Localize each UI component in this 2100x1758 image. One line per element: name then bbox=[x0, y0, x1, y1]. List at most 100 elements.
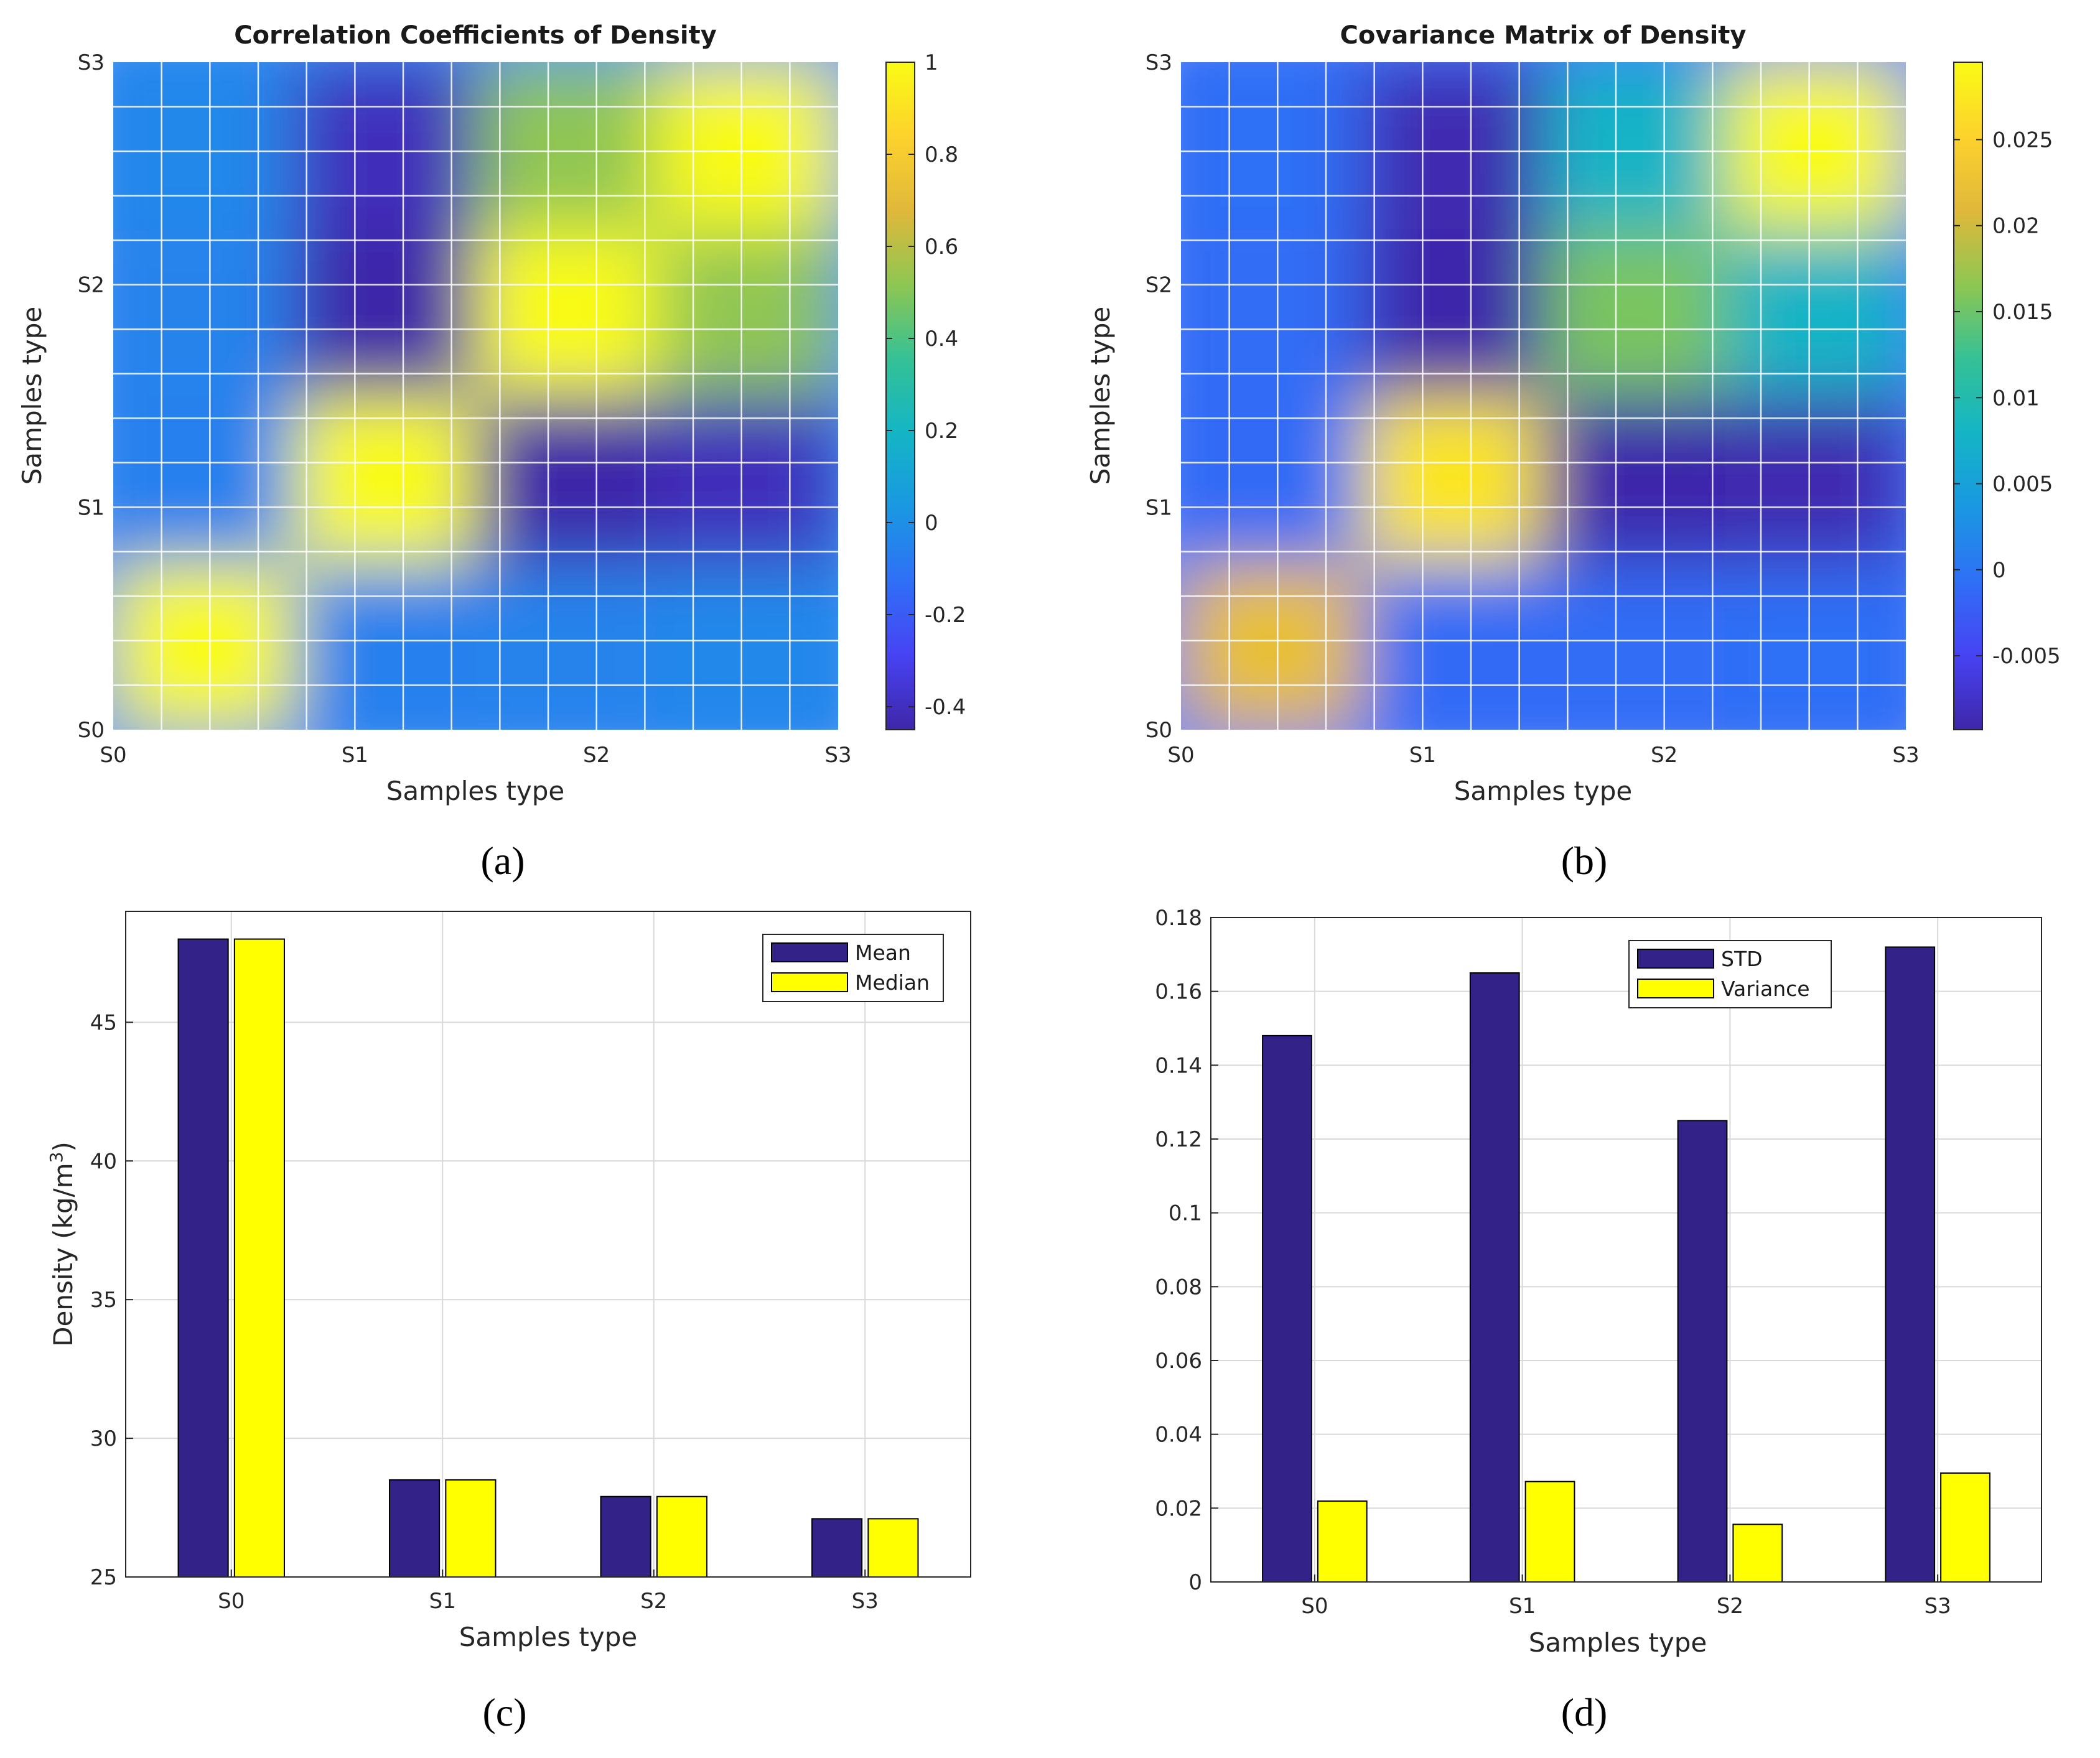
heatmap-cell-3-1 bbox=[1362, 62, 1544, 230]
colorbar-tick-label: -0.005 bbox=[1992, 644, 2061, 669]
heatmap-b-field bbox=[1181, 62, 1906, 730]
bar-d-axes-box bbox=[1210, 917, 2042, 1583]
bar-x-tick-label: S3 bbox=[852, 1589, 879, 1614]
heatmap-x-tick-label: S1 bbox=[1409, 743, 1436, 768]
bar-median-s0 bbox=[233, 938, 285, 1578]
heatmap-a-ticks: S0 S1 S2 S3 S0 S1 S2 S3 bbox=[78, 50, 852, 768]
bar-c-ticks: 25 30 35 40 45 S0 S1 S2 S3 bbox=[90, 1010, 879, 1614]
colorbar-tick-label: -0.4 bbox=[925, 695, 966, 720]
heatmap-b-xlabel: Samples type bbox=[1454, 776, 1633, 806]
bar-mean-s3 bbox=[811, 1518, 863, 1578]
bar-c-ylabel: Density (kg/m3) bbox=[46, 1142, 78, 1347]
bar-variance-s0 bbox=[1317, 1500, 1368, 1583]
bar-median-s1 bbox=[445, 1479, 497, 1578]
colorbar-b bbox=[1953, 62, 1983, 730]
colorbar-tick-label: 0.02 bbox=[1992, 214, 2040, 239]
heatmap-cell-2-3 bbox=[1724, 229, 1906, 397]
heatmap-cell-2-0 bbox=[1181, 229, 1363, 397]
heatmap-cell-0-3 bbox=[656, 562, 838, 730]
bar-c-ylabel-end: ) bbox=[48, 1142, 78, 1151]
panel-c-mean-median: 25 30 35 40 45 S0 S1 S2 S3 Samples type Density … bbox=[46, 911, 971, 1734]
bar-std-s2 bbox=[1677, 1120, 1728, 1583]
bar-y-tick-label: 0.04 bbox=[1155, 1423, 1202, 1448]
heatmap-y-tick-label: S3 bbox=[78, 50, 105, 75]
colorbar-tick-label: 0.6 bbox=[925, 235, 958, 259]
colorbar-tick-label: 0 bbox=[925, 511, 938, 536]
bar-y-tick-label: 0.12 bbox=[1155, 1127, 1202, 1152]
bar-y-tick-label: 35 bbox=[90, 1288, 117, 1313]
bar-median-s2 bbox=[656, 1495, 707, 1578]
heatmap-cell-3-2 bbox=[1543, 62, 1725, 230]
bar-mean-s2 bbox=[600, 1495, 651, 1578]
colorbar-tick-label: 0.8 bbox=[925, 142, 958, 167]
heatmap-a-field bbox=[113, 62, 838, 730]
bar-std-s3 bbox=[1885, 946, 1936, 1583]
heatmap-cell-0-1 bbox=[294, 562, 477, 730]
legend-swatch-median bbox=[771, 972, 848, 992]
bar-mean-s1 bbox=[389, 1479, 441, 1578]
legend-swatch-std bbox=[1637, 949, 1714, 969]
heatmap-cell-2-1 bbox=[1362, 229, 1544, 397]
colorbar-tick-label: 1 bbox=[925, 50, 938, 75]
heatmap-cell-2-1 bbox=[294, 229, 477, 397]
heatmap-cell-3-0 bbox=[113, 62, 296, 230]
heatmap-a-grid bbox=[113, 62, 838, 730]
heatmap-cell-2-0 bbox=[113, 229, 296, 397]
legend-swatch-mean bbox=[771, 942, 848, 962]
heatmap-cell-1-2 bbox=[475, 396, 658, 564]
heatmap-cell-0-0 bbox=[113, 562, 296, 730]
bar-y-tick-label: 0.08 bbox=[1155, 1275, 1202, 1300]
bar-x-tick-label: S0 bbox=[1301, 1594, 1328, 1619]
bar-y-tick-label: 0.14 bbox=[1155, 1053, 1202, 1078]
heatmap-b-ticks: S0 S1 S2 S3 S0 S1 S2 S3 bbox=[1146, 50, 1920, 768]
colorbar-tick-label: 0.01 bbox=[1992, 386, 2040, 411]
heatmap-cell-1-3 bbox=[1724, 396, 1906, 564]
panel-b-covariance: Covariance Matrix of Density S0 S1 S2 S3S0S… bbox=[1085, 21, 2061, 883]
heatmap-y-tick-label: S1 bbox=[1146, 495, 1172, 520]
colorbar-tick-label: -0.2 bbox=[925, 603, 966, 628]
heatmap-a-title: Correlation Coefficients of Density bbox=[234, 21, 717, 50]
bar-y-tick-label: 0.1 bbox=[1169, 1201, 1202, 1226]
bar-y-tick-label: 25 bbox=[90, 1565, 117, 1590]
legend-label-variance: Variance bbox=[1721, 977, 1810, 1001]
heatmap-cell-1-1 bbox=[1362, 396, 1544, 564]
heatmap-x-tick-label: S3 bbox=[824, 743, 851, 768]
bar-y-tick-label: 45 bbox=[90, 1010, 117, 1035]
legend-label-mean: Mean bbox=[855, 941, 911, 965]
bar-y-tick-label: 0.02 bbox=[1155, 1496, 1202, 1521]
bar-x-tick-label: S1 bbox=[429, 1589, 456, 1614]
heatmap-y-tick-label: S3 bbox=[1146, 50, 1172, 75]
heatmap-cell-1-2 bbox=[1543, 396, 1725, 564]
heatmap-cell-0-3 bbox=[1724, 562, 1906, 730]
bar-d-bars bbox=[1262, 946, 1990, 1583]
heatmap-cell-1-1 bbox=[294, 396, 477, 564]
heatmap-a-xlabel: Samples type bbox=[386, 776, 565, 806]
bar-d-ticks: 0 0.02 0.04 0.06 0.08 0.1 0.12 0.14 0.16 0.18 S0 S1… bbox=[1155, 906, 1951, 1619]
bar-x-tick-label: S2 bbox=[1717, 1594, 1743, 1619]
colorbar-tick-label: 0 bbox=[1992, 558, 2006, 583]
colorbar-a bbox=[885, 62, 915, 730]
bar-y-tick-label: 0.06 bbox=[1155, 1349, 1202, 1374]
bar-std-s1 bbox=[1469, 972, 1520, 1583]
panel-label-c: (c) bbox=[482, 1690, 526, 1734]
bar-x-tick-label: S1 bbox=[1509, 1594, 1536, 1619]
heatmap-cell-1-0 bbox=[1181, 396, 1363, 564]
panel-a-correlation: Correlation Coefficients of Density S0 S1… bbox=[17, 21, 966, 883]
heatmap-x-tick-label: S3 bbox=[1892, 743, 1919, 768]
bar-variance-s3 bbox=[1940, 1472, 1990, 1583]
panel-label-d: (d) bbox=[1561, 1690, 1608, 1734]
bar-c-xlabel: Samples type bbox=[459, 1622, 638, 1652]
bar-c-ylabel-sup: 3 bbox=[46, 1152, 67, 1163]
panel-label-b: (b) bbox=[1561, 839, 1608, 883]
heatmap-cell-3-0 bbox=[1181, 62, 1363, 230]
heatmap-a-ylabel: Samples type bbox=[17, 307, 47, 485]
bar-d-xlabel: Samples type bbox=[1529, 1627, 1707, 1658]
heatmap-cell-3-2 bbox=[475, 62, 658, 230]
bar-x-tick-label: S0 bbox=[218, 1589, 245, 1614]
heatmap-cell-3-1 bbox=[294, 62, 477, 230]
bar-std-s0 bbox=[1262, 1035, 1312, 1583]
colorbar-b-ticks: 0.025 0.02 0.015 0.01 0.005 0 -0.005 bbox=[1954, 128, 2061, 669]
legend-label-std: STD bbox=[1721, 947, 1763, 971]
heatmap-cell-2-2 bbox=[1543, 229, 1725, 397]
